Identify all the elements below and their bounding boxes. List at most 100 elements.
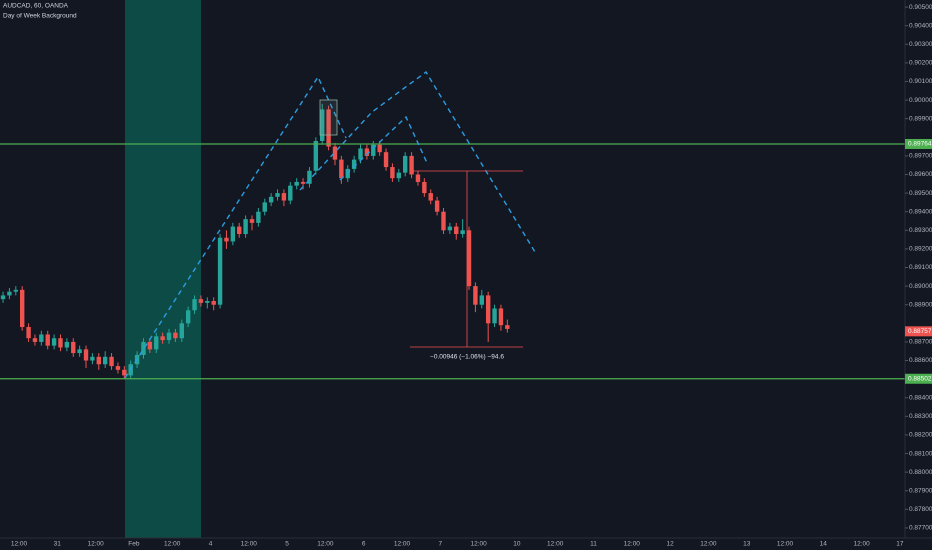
pattern-line — [124, 75, 347, 379]
candle-body — [58, 338, 63, 348]
x-tick-label: 12:00 — [547, 541, 564, 548]
x-tick-label: 17 — [896, 541, 904, 548]
candle-body — [383, 152, 389, 168]
candle-body — [249, 219, 255, 223]
x-tick-label: Feb — [128, 541, 140, 548]
y-tick-label: 0.89300 — [909, 227, 932, 234]
price-label: 0.89764 — [908, 141, 932, 148]
candle-body — [192, 299, 197, 311]
candle-body — [307, 170, 312, 184]
x-tick-label: 6 — [362, 541, 366, 548]
last-price-box — [905, 326, 932, 337]
y-tick-label: 0.87700 — [909, 525, 932, 532]
x-tick-label: 11 — [590, 541, 597, 548]
x-tick-label: 10 — [513, 541, 521, 548]
candle-body — [390, 167, 395, 179]
candle-body — [422, 181, 427, 194]
candle-body — [473, 286, 478, 305]
candle-body — [230, 226, 236, 242]
candle-body — [358, 148, 363, 160]
candle-body — [447, 226, 453, 231]
candle-body — [217, 237, 223, 305]
x-tick-label: 12:00 — [87, 541, 104, 548]
y-tick-label: 0.90400 — [909, 22, 932, 29]
candle-body — [154, 336, 159, 350]
candle-body — [256, 211, 261, 223]
y-tick-label: 0.89100 — [909, 264, 932, 271]
candle-body — [454, 226, 459, 235]
candle-body — [122, 369, 127, 376]
y-tick-label: 0.89900 — [909, 115, 932, 122]
candle-body — [364, 148, 370, 156]
x-tick-label: 12:00 — [241, 541, 258, 548]
x-tick-label: 12:00 — [11, 541, 28, 548]
candle-body — [147, 341, 153, 350]
candle-body — [262, 202, 267, 212]
highlight-box — [319, 99, 338, 136]
candle-body — [109, 356, 114, 367]
candle-body — [485, 295, 491, 324]
measure-label: −0.00946 (−1.06%) −94.6 — [430, 354, 504, 361]
candle-body — [0, 295, 6, 300]
candle-body — [396, 172, 402, 179]
x-tick-label: 14 — [820, 541, 828, 548]
candle-body — [415, 174, 421, 182]
candle-body — [198, 299, 204, 303]
y-tick-label: 0.90300 — [909, 41, 932, 48]
candle-body — [281, 193, 287, 201]
candle-body — [313, 141, 319, 171]
x-tick-label: 12:00 — [470, 541, 487, 548]
candle-body — [505, 325, 510, 329]
candle-body — [90, 356, 95, 361]
candle-body — [466, 230, 472, 287]
candle-body — [320, 109, 325, 142]
candle-body — [96, 356, 101, 365]
x-tick-label: 12:00 — [777, 541, 794, 548]
price-label-box — [905, 138, 932, 149]
candle-body — [26, 327, 31, 339]
y-tick-label: 0.88600 — [909, 357, 932, 364]
y-tick-label: 0.87800 — [909, 506, 932, 513]
x-tick-label: 12:00 — [394, 541, 411, 548]
x-tick-label: 12:00 — [624, 541, 641, 548]
x-tick-label: 4 — [209, 541, 213, 548]
candle-body — [275, 193, 280, 197]
x-tick-label: 12:00 — [164, 541, 181, 548]
candle-body — [237, 226, 242, 235]
candle-body — [243, 219, 248, 235]
x-tick-label: 7 — [438, 541, 442, 548]
candle-body — [19, 289, 25, 328]
candle-body — [434, 200, 440, 212]
drawings — [124, 70, 536, 379]
pattern-line — [299, 70, 536, 253]
y-tick-label: 0.90500 — [909, 4, 932, 11]
candle-body — [326, 109, 331, 147]
x-tick-label: 5 — [285, 541, 289, 548]
candle-body — [166, 332, 172, 341]
y-tick-label: 0.88900 — [909, 301, 932, 308]
y-tick-label: 0.88200 — [909, 432, 932, 439]
y-tick-label: 0.88300 — [909, 413, 932, 420]
x-tick-label: 12:00 — [317, 541, 334, 548]
last-price-label: 0.88757 — [908, 328, 932, 335]
y-tick-label: 0.89700 — [909, 153, 932, 160]
y-tick-label: 0.88700 — [909, 339, 932, 346]
y-tick-label: 0.89000 — [909, 283, 932, 290]
candle-body — [460, 230, 465, 235]
pattern-line — [339, 115, 429, 181]
y-tick-label: 0.90000 — [909, 97, 932, 104]
y-tick-label: 0.90100 — [909, 78, 932, 85]
y-tick-label: 0.89400 — [909, 208, 932, 215]
chart-subtitle: Day of Week Background — [3, 13, 77, 20]
candle-body — [479, 295, 484, 305]
candle-body — [300, 181, 306, 184]
axis-labels: 0.90500 0.90400 0.90300 0.90200 0.90100 0.900… — [11, 4, 932, 548]
candle-body — [179, 323, 184, 339]
y-tick-label: 0.88400 — [909, 394, 932, 401]
x-tick-label: 31 — [54, 541, 62, 548]
candle-body — [64, 341, 70, 348]
y-tick-label: 0.88100 — [909, 450, 932, 457]
candle-body — [51, 338, 57, 346]
x-tick-label: 12:00 — [700, 541, 717, 548]
